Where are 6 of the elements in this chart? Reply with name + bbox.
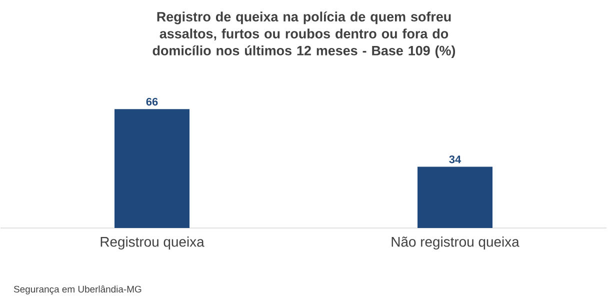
data-label: 66: [146, 98, 158, 106]
data-label: 34: [449, 155, 462, 164]
chart-title: Registro de queixa na polícia de quem sofreu assaltos, furtos ou roubos dentro ou fora do domicílio nos últimos 12 meses - Base 109 (%): [152, 12, 456, 58]
x-tick-label: Não registrou queixa: [392, 236, 520, 250]
x-tick-label: Registrou queixa: [100, 236, 204, 250]
text: Segurança em Uberlândia-MG: [14, 286, 142, 294]
